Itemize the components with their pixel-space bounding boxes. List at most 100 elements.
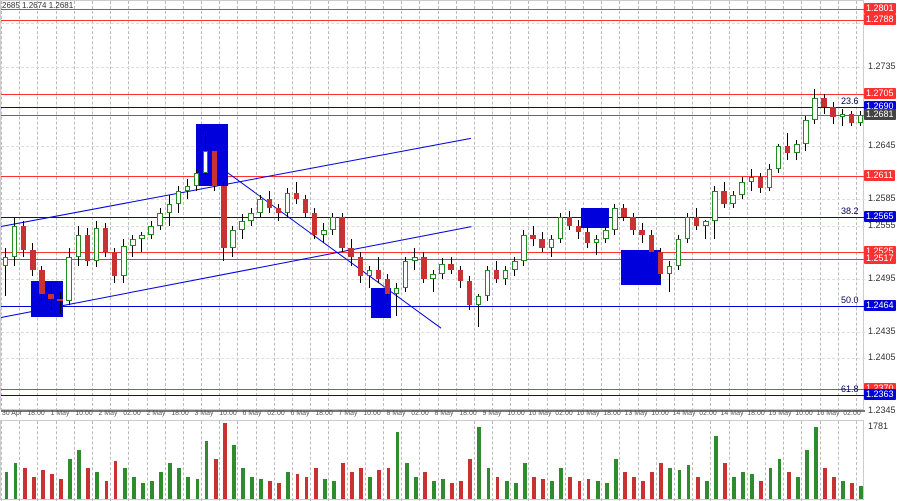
volume-bar[interactable] xyxy=(214,459,218,499)
candle-body[interactable] xyxy=(530,235,535,239)
candle-body[interactable] xyxy=(603,230,608,239)
volume-bar[interactable] xyxy=(541,479,545,499)
candle-body[interactable] xyxy=(48,294,53,299)
volume-bar[interactable] xyxy=(759,481,763,499)
volume-bar[interactable] xyxy=(805,450,809,499)
volume-bar[interactable] xyxy=(705,481,709,499)
volume-bar[interactable] xyxy=(632,477,636,499)
candle-body[interactable] xyxy=(730,195,735,204)
candle-body[interactable] xyxy=(594,239,599,243)
volume-bar[interactable] xyxy=(514,483,518,499)
candle-body[interactable] xyxy=(139,235,144,239)
volume-bar[interactable] xyxy=(341,463,345,499)
candle-body[interactable] xyxy=(494,270,499,279)
volume-bar[interactable] xyxy=(114,461,118,499)
candle-body[interactable] xyxy=(103,228,108,252)
volume-bar[interactable] xyxy=(832,477,836,499)
volume-bar[interactable] xyxy=(286,472,290,499)
candle-body[interactable] xyxy=(94,228,99,261)
candle-body[interactable] xyxy=(12,226,17,257)
volume-bar[interactable] xyxy=(450,483,454,499)
volume-bar[interactable] xyxy=(532,477,536,499)
candle-body[interactable] xyxy=(358,257,363,276)
volume-bar[interactable] xyxy=(650,472,654,499)
candle-body[interactable] xyxy=(448,264,453,270)
volume-bar[interactable] xyxy=(396,432,400,499)
volume-bar[interactable] xyxy=(696,477,700,499)
volume-bar[interactable] xyxy=(769,468,773,499)
volume-bar[interactable] xyxy=(296,474,300,499)
volume-bar[interactable] xyxy=(14,463,18,499)
volume-bar[interactable] xyxy=(605,483,609,499)
volume-bar[interactable] xyxy=(850,483,854,499)
volume-bar[interactable] xyxy=(459,481,463,499)
volume-bar[interactable] xyxy=(496,477,500,499)
volume-bar[interactable] xyxy=(641,481,645,499)
volume-bar[interactable] xyxy=(232,445,236,499)
candle-body[interactable] xyxy=(312,213,317,235)
volume-bar[interactable] xyxy=(741,472,745,499)
volume-bar[interactable] xyxy=(568,477,572,499)
candle-body[interactable] xyxy=(676,239,681,265)
volume-bar[interactable] xyxy=(796,477,800,499)
candle-body[interactable] xyxy=(630,217,635,230)
candle-body[interactable] xyxy=(203,151,208,173)
candle-body[interactable] xyxy=(649,235,654,253)
candle-body[interactable] xyxy=(176,191,181,204)
price-chart-area[interactable]: 23.638.250.061.8 xyxy=(0,0,864,410)
volume-bar[interactable] xyxy=(787,472,791,499)
volume-bar[interactable] xyxy=(559,468,563,499)
volume-bar[interactable] xyxy=(241,468,245,499)
candle-body[interactable] xyxy=(339,217,344,248)
volume-bar[interactable] xyxy=(86,468,90,499)
candle-body[interactable] xyxy=(39,270,44,294)
volume-bar[interactable] xyxy=(432,481,436,499)
candle-body[interactable] xyxy=(330,217,335,230)
volume-bar[interactable] xyxy=(159,472,163,499)
candle-body[interactable] xyxy=(239,221,244,230)
candle-body[interactable] xyxy=(148,226,153,235)
candle-body[interactable] xyxy=(476,296,481,305)
candle-body[interactable] xyxy=(758,177,763,188)
candle-body[interactable] xyxy=(458,270,463,281)
volume-bar[interactable] xyxy=(687,465,691,499)
volume-bar[interactable] xyxy=(823,468,827,499)
volume-chart-area[interactable] xyxy=(0,420,864,500)
candle-body[interactable] xyxy=(694,217,699,226)
volume-bar[interactable] xyxy=(205,441,209,499)
candle-body[interactable] xyxy=(521,235,526,261)
candle-body[interactable] xyxy=(639,230,644,234)
volume-bar[interactable] xyxy=(177,468,181,499)
volume-bar[interactable] xyxy=(223,423,227,499)
candle-body[interactable] xyxy=(658,252,663,274)
volume-bar[interactable] xyxy=(332,481,336,499)
candle-body[interactable] xyxy=(612,208,617,230)
candle-body[interactable] xyxy=(712,191,717,222)
trend-line[interactable] xyxy=(210,160,441,328)
volume-bar[interactable] xyxy=(323,479,327,499)
volume-bar[interactable] xyxy=(41,470,45,499)
candle-body[interactable] xyxy=(403,261,408,288)
candle-body[interactable] xyxy=(85,235,90,261)
volume-bar[interactable] xyxy=(468,459,472,499)
volume-bar[interactable] xyxy=(587,479,591,499)
volume-bar[interactable] xyxy=(414,477,418,499)
candle-body[interactable] xyxy=(667,266,672,275)
volume-bar[interactable] xyxy=(714,436,718,499)
candle-body[interactable] xyxy=(621,208,626,217)
volume-bar[interactable] xyxy=(550,481,554,499)
candle-body[interactable] xyxy=(412,257,417,261)
volume-bar[interactable] xyxy=(105,481,109,499)
candle-body[interactable] xyxy=(157,213,162,226)
volume-bar[interactable] xyxy=(132,477,136,499)
candle-body[interactable] xyxy=(21,226,26,250)
volume-bar[interactable] xyxy=(123,468,127,499)
candle-body[interactable] xyxy=(303,199,308,212)
candle-body[interactable] xyxy=(703,221,708,225)
candle-body[interactable] xyxy=(376,270,381,279)
volume-bar[interactable] xyxy=(623,472,627,499)
candle-body[interactable] xyxy=(785,146,790,152)
volume-bar[interactable] xyxy=(377,470,381,499)
volume-bar[interactable] xyxy=(778,459,782,499)
candle-body[interactable] xyxy=(285,193,290,212)
